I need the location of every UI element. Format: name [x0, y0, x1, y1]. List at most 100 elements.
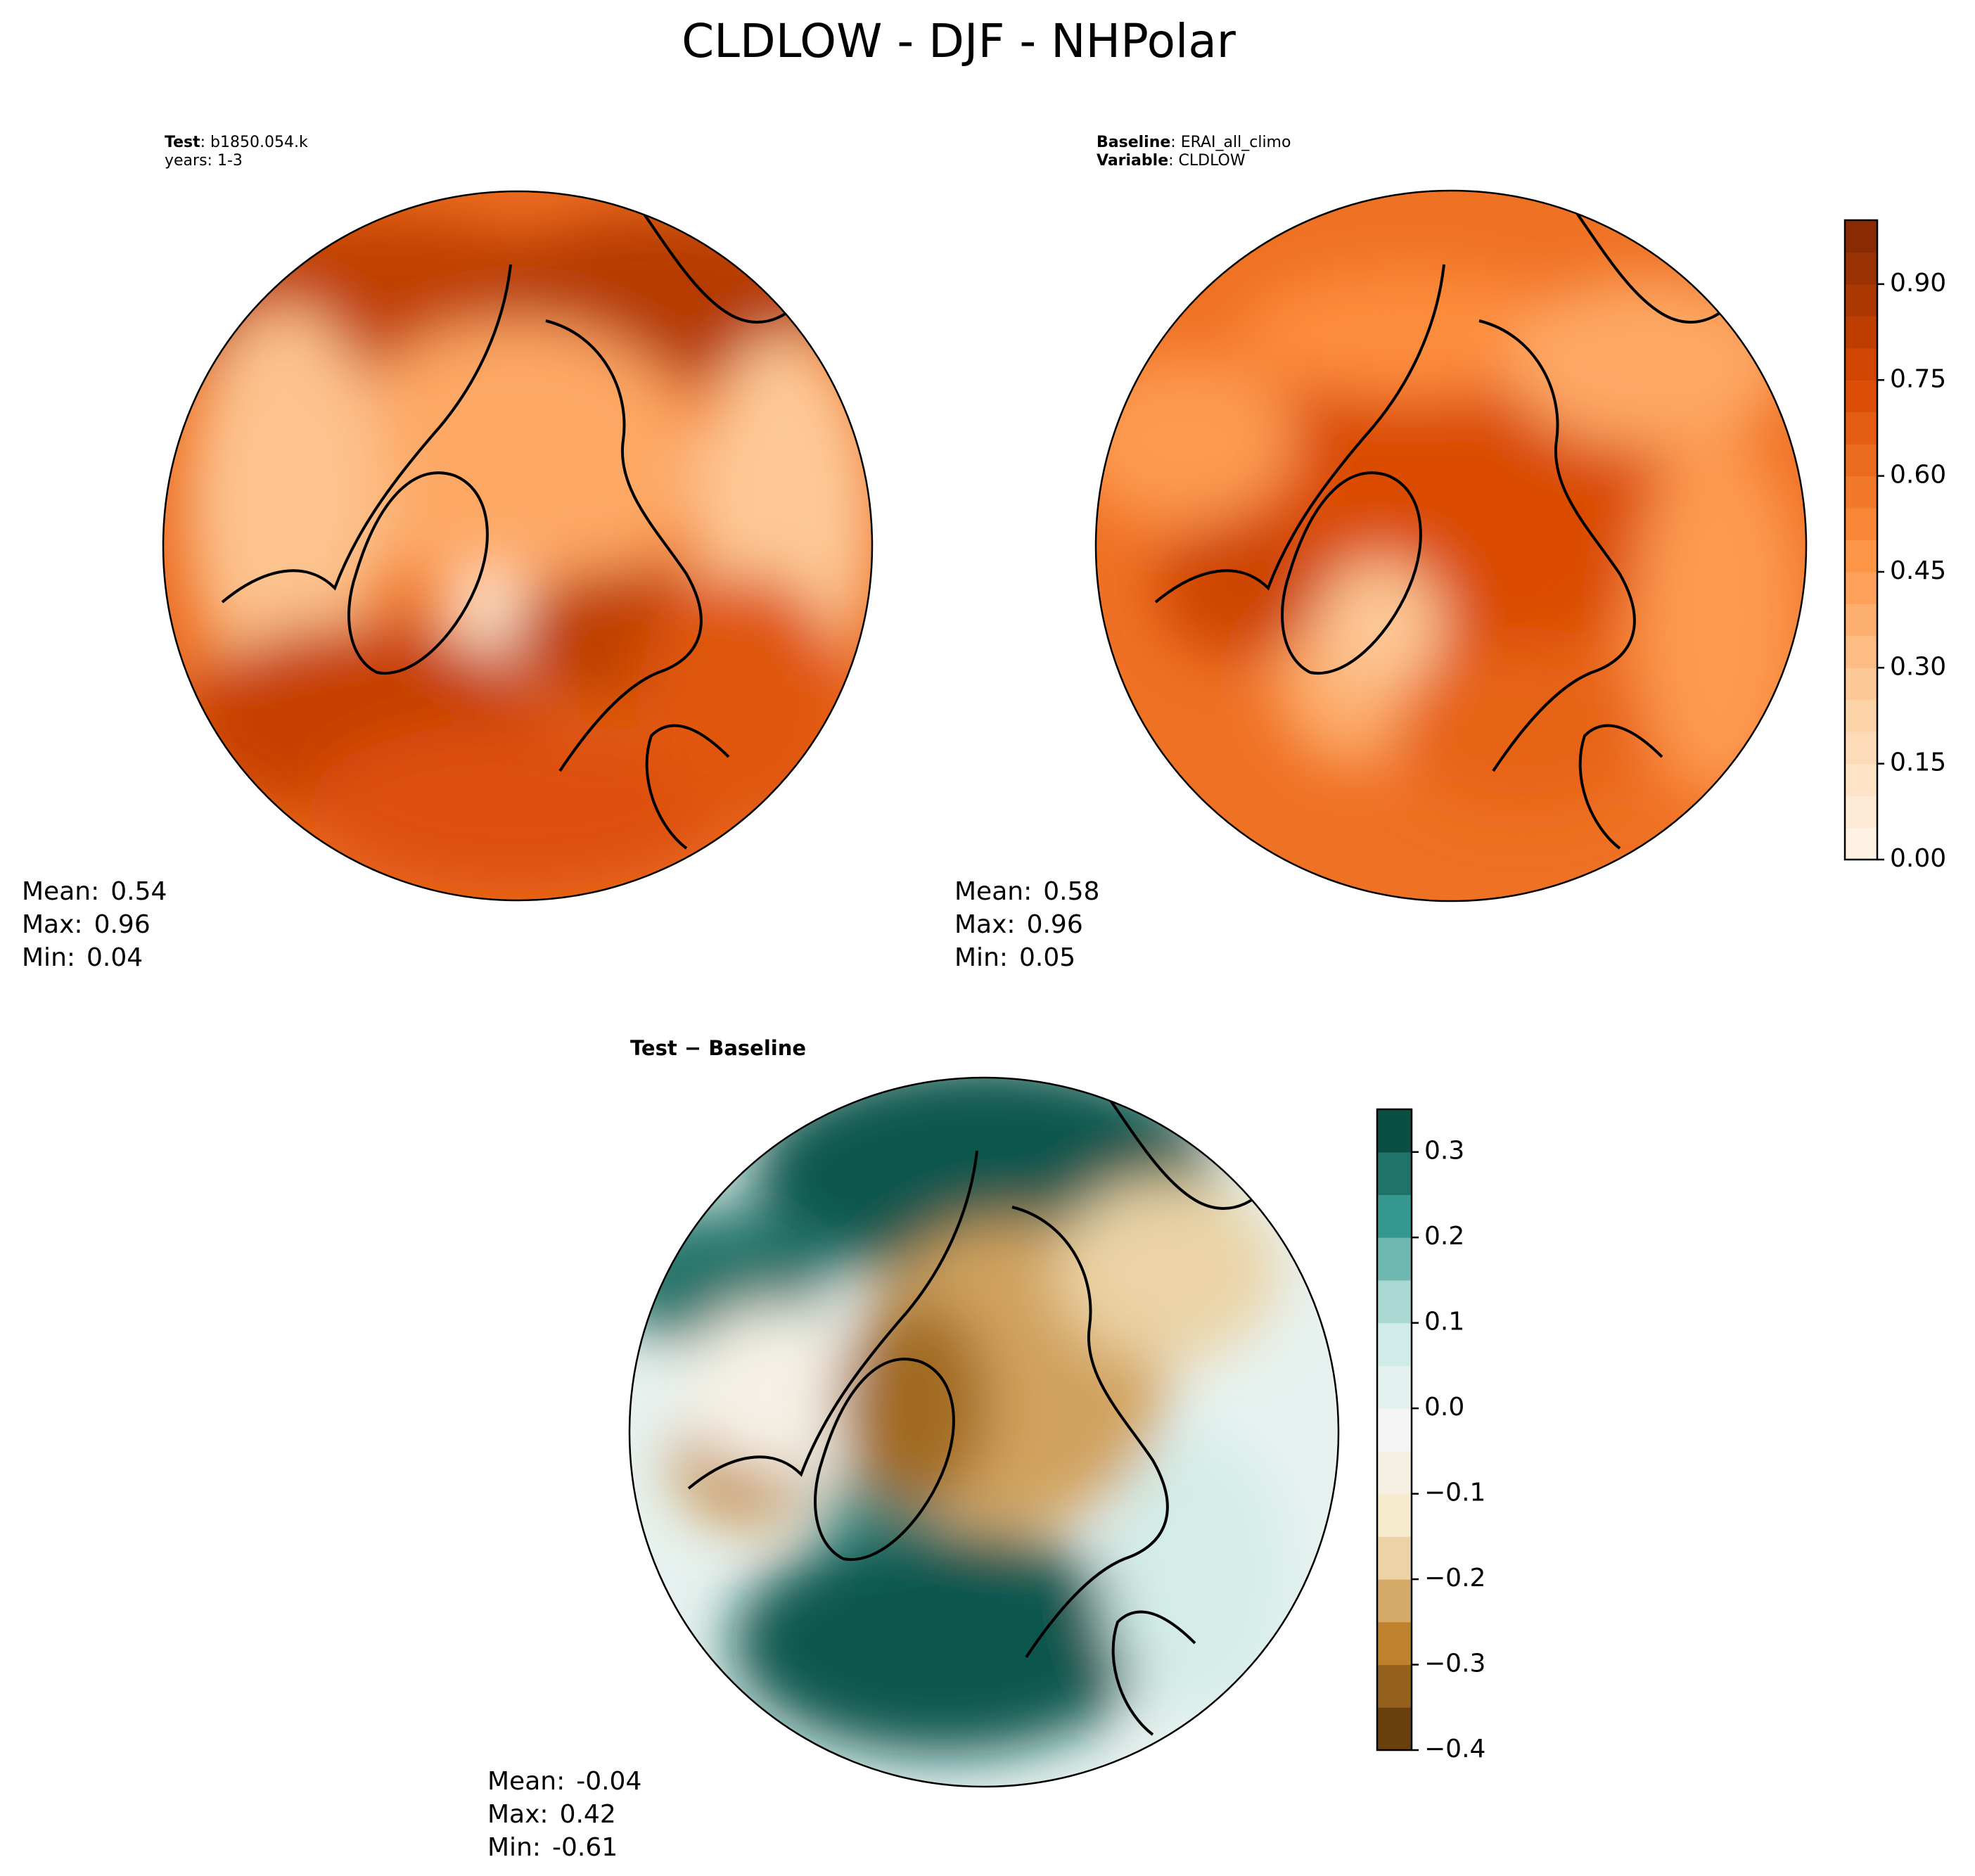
colorbar-band — [1845, 220, 1877, 253]
map-blob — [1054, 1179, 1279, 1362]
heading-text: : b1850.054.k — [200, 134, 308, 151]
colorbar-band — [1845, 540, 1877, 573]
stat-value: 0.04 — [87, 943, 143, 972]
colorbar-tick-label: 0.00 — [1890, 844, 1946, 873]
subheading-key: Variable — [1097, 152, 1168, 170]
map-blob — [1240, 272, 1578, 398]
colorbar-band — [1377, 1194, 1412, 1238]
colorbar-tick-label: 0.15 — [1890, 748, 1946, 777]
stat: Mean: 0.54 — [22, 877, 167, 906]
colorbar-band — [1845, 508, 1877, 540]
colorbar-band — [1377, 1707, 1412, 1751]
stat-value: -0.61 — [552, 1833, 618, 1862]
colorbar-band — [1377, 1109, 1412, 1153]
colorbar-band — [1377, 1322, 1412, 1366]
stat: Min: 0.04 — [22, 943, 143, 972]
colorbar-band — [1845, 380, 1877, 413]
colorbar-band — [1845, 283, 1877, 317]
colorbar-frame — [1376, 1108, 1413, 1751]
map-blob — [335, 321, 701, 602]
colorbar-tick-label: −0.4 — [1424, 1735, 1485, 1763]
map-blob — [307, 722, 729, 891]
colorbar-tick-label: −0.2 — [1424, 1564, 1485, 1593]
heading-key: Baseline — [1097, 134, 1170, 151]
coastline — [221, 193, 814, 850]
stat-label: Mean: — [954, 877, 1032, 906]
colorbar-frame — [1843, 219, 1879, 861]
colorbar-tick-label: 0.2 — [1424, 1222, 1464, 1251]
stat: Mean: 0.58 — [954, 877, 1099, 906]
colorbar-band — [1845, 252, 1877, 285]
colorbar-band — [1845, 316, 1877, 349]
colorbar-tick-label: 0.60 — [1890, 461, 1946, 490]
map-blob — [637, 574, 848, 827]
heading-key: Test — [165, 134, 200, 151]
panel-heading: Test − Baseline — [630, 1036, 806, 1060]
colorbar-band — [1377, 1664, 1412, 1708]
colorbar-band — [1377, 1450, 1412, 1495]
colorbar-tick-label: 0.45 — [1890, 556, 1946, 585]
colorbar-band — [1377, 1280, 1412, 1324]
stat-value: 0.96 — [94, 910, 151, 939]
colorbar-band — [1845, 604, 1877, 637]
panel-heading: Test: b1850.054.k — [165, 134, 308, 151]
stat-value: 0.42 — [560, 1800, 616, 1829]
map-blob — [836, 1298, 991, 1510]
stat-label: Min: — [22, 943, 75, 972]
stat-label: Mean: — [487, 1767, 565, 1796]
colorbar-band — [1377, 1237, 1412, 1281]
colorbar-band — [1845, 571, 1877, 604]
colorbar-band — [1377, 1493, 1412, 1537]
map-blobs — [1096, 272, 1803, 813]
colorbar-band — [1845, 476, 1877, 509]
stat-label: Min: — [487, 1833, 541, 1862]
stat: Mean: -0.04 — [487, 1767, 641, 1796]
colorbar-band — [1377, 1151, 1412, 1195]
panel-heading: Baseline: ERAI_all_climo — [1097, 134, 1291, 151]
stat: Max: 0.96 — [954, 910, 1083, 939]
stat: Max: 0.96 — [22, 910, 151, 939]
colorbar-tick-label: 0.1 — [1424, 1308, 1464, 1336]
map-border — [1094, 189, 1808, 902]
map-blob — [1395, 644, 1648, 813]
colorbar-band — [1845, 732, 1877, 765]
map-blob — [1507, 279, 1789, 447]
panel-subheading: Variable: CLDLOW — [1097, 152, 1246, 170]
colorbar-band — [1845, 827, 1877, 860]
map-blob — [1634, 433, 1803, 799]
colorbar-band — [1377, 1579, 1412, 1623]
colorbar-tick-label: 0.75 — [1890, 364, 1946, 393]
map-field — [629, 1078, 1338, 1787]
stat: Min: -0.61 — [487, 1833, 618, 1862]
colorbar-band — [1845, 763, 1877, 796]
map-field — [1096, 191, 1806, 901]
colorbar-tick-label: 0.0 — [1424, 1393, 1464, 1422]
colorbar-band — [1377, 1408, 1412, 1452]
stat-value: 0.96 — [1027, 910, 1083, 939]
panel-subheading: years: 1-3 — [165, 152, 243, 170]
colorbar-band — [1377, 1621, 1412, 1666]
colorbar-tick-label: −0.3 — [1424, 1650, 1485, 1678]
stat-value: 0.54 — [110, 877, 167, 906]
stat: Max: 0.42 — [487, 1800, 616, 1829]
stat-label: Max: — [954, 910, 1016, 939]
colorbar-band — [1377, 1365, 1412, 1409]
colorbar-tick-label: 0.3 — [1424, 1137, 1464, 1166]
stat-label: Max: — [22, 910, 83, 939]
map-blob — [731, 1531, 1153, 1756]
stat-label: Mean: — [22, 877, 99, 906]
coastline — [1154, 193, 1748, 850]
colorbar-band — [1845, 668, 1877, 701]
map-border — [162, 190, 874, 902]
stat: Min: 0.05 — [954, 943, 1075, 972]
stat-value: -0.04 — [576, 1767, 641, 1796]
colorbar-band — [1845, 796, 1877, 829]
map-field — [163, 191, 872, 900]
map-blob — [1104, 1432, 1286, 1714]
map-blob — [1317, 560, 1444, 687]
subheading-text: : CLDLOW — [1168, 152, 1246, 170]
colorbar-band — [1845, 411, 1877, 445]
stat-label: Max: — [487, 1800, 549, 1829]
figure-title: CLDLOW - DJF - NHPolar — [682, 14, 1236, 68]
